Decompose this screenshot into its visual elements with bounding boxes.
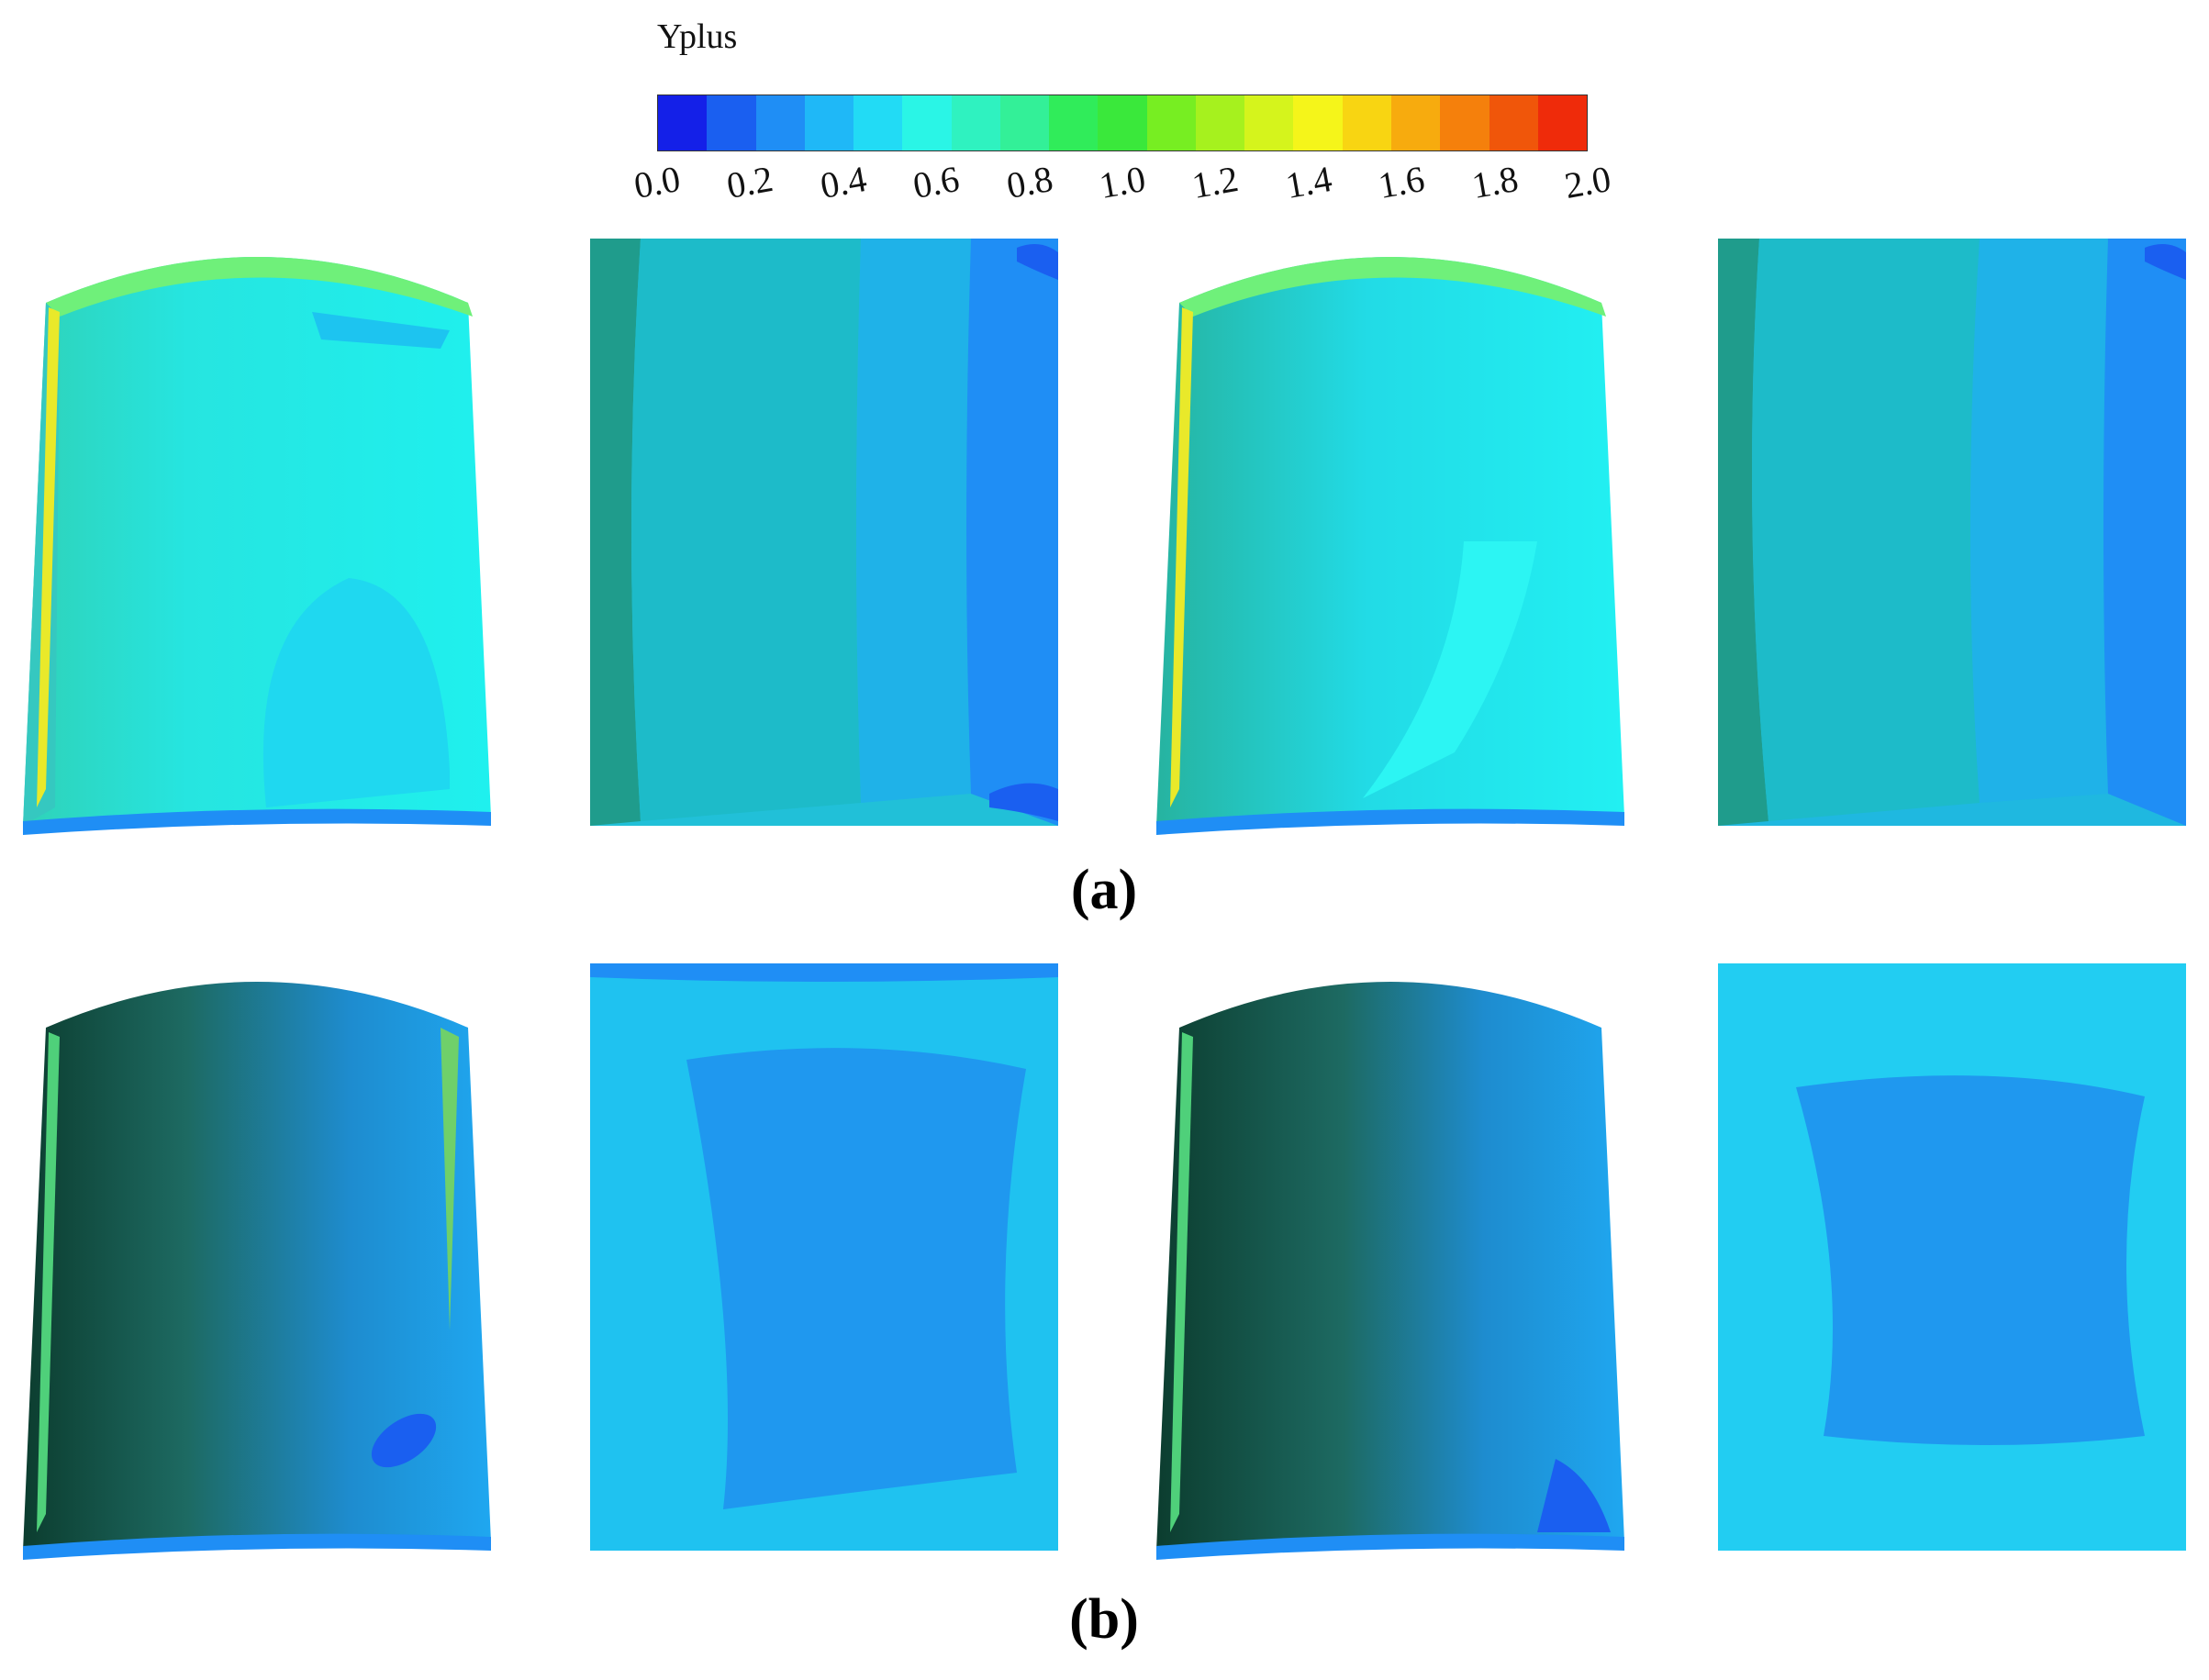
yplus-colorbar (657, 95, 1588, 151)
caption-b: (b) (1069, 1588, 1139, 1651)
colorbar-segment (1244, 95, 1294, 150)
colorbar-tick-label: 1.6 (1375, 158, 1428, 206)
colorbar-tick-label: 0.0 (630, 158, 684, 206)
colorbar-segment (1098, 95, 1147, 150)
colorbar-segment (1195, 95, 1245, 150)
colorbar-segment (1489, 95, 1538, 150)
blade-pressure-side-a3 (1152, 239, 1629, 835)
colorbar-ticks: 0.0 0.2 0.4 0.6 0.8 1.0 1.2 1.4 1.6 1.8 2.0 (630, 158, 1613, 225)
colorbar-segment (755, 95, 805, 150)
colorbar-tick-label: 1.8 (1468, 158, 1522, 206)
colorbar-tick-label: 2.0 (1561, 158, 1614, 206)
colorbar-tick-label: 1.2 (1188, 158, 1242, 206)
colorbar-segment (902, 95, 952, 150)
colorbar-segment (707, 95, 756, 150)
colorbar-segment (1146, 95, 1196, 150)
colorbar-tick-label: 1.0 (1096, 158, 1149, 206)
blade-pressure-side-b3 (1152, 963, 1629, 1560)
colorbar-tick-label: 1.4 (1282, 158, 1335, 206)
colorbar-segment (658, 95, 708, 150)
colorbar-segment (853, 95, 903, 150)
colorbar-segment (999, 95, 1050, 150)
colorbar-segment (1537, 95, 1588, 150)
blade-pressure-side-a1 (18, 239, 496, 835)
legend-title: Yplus (657, 17, 738, 56)
colorbar-segment (1342, 95, 1391, 150)
colorbar-segment (1049, 95, 1099, 150)
caption-a: (a) (1070, 859, 1138, 921)
colorbar-tick-label: 0.2 (723, 158, 776, 206)
colorbar-segment (804, 95, 854, 150)
blade-suction-side-b4 (1713, 959, 2191, 1555)
colorbar-segment (1440, 95, 1489, 150)
blade-suction-side-a2 (586, 234, 1063, 830)
colorbar-tick-label: 0.6 (909, 158, 963, 206)
colorbar-segment (1390, 95, 1441, 150)
colorbar-segment (1293, 95, 1343, 150)
colorbar-tick-label: 0.8 (1003, 158, 1056, 206)
blade-suction-side-a4 (1713, 234, 2191, 830)
colorbar-segment (951, 95, 1000, 150)
blade-suction-side-b2 (586, 959, 1063, 1555)
colorbar-tick-label: 0.4 (817, 158, 870, 206)
blade-pressure-side-b1 (18, 963, 496, 1560)
